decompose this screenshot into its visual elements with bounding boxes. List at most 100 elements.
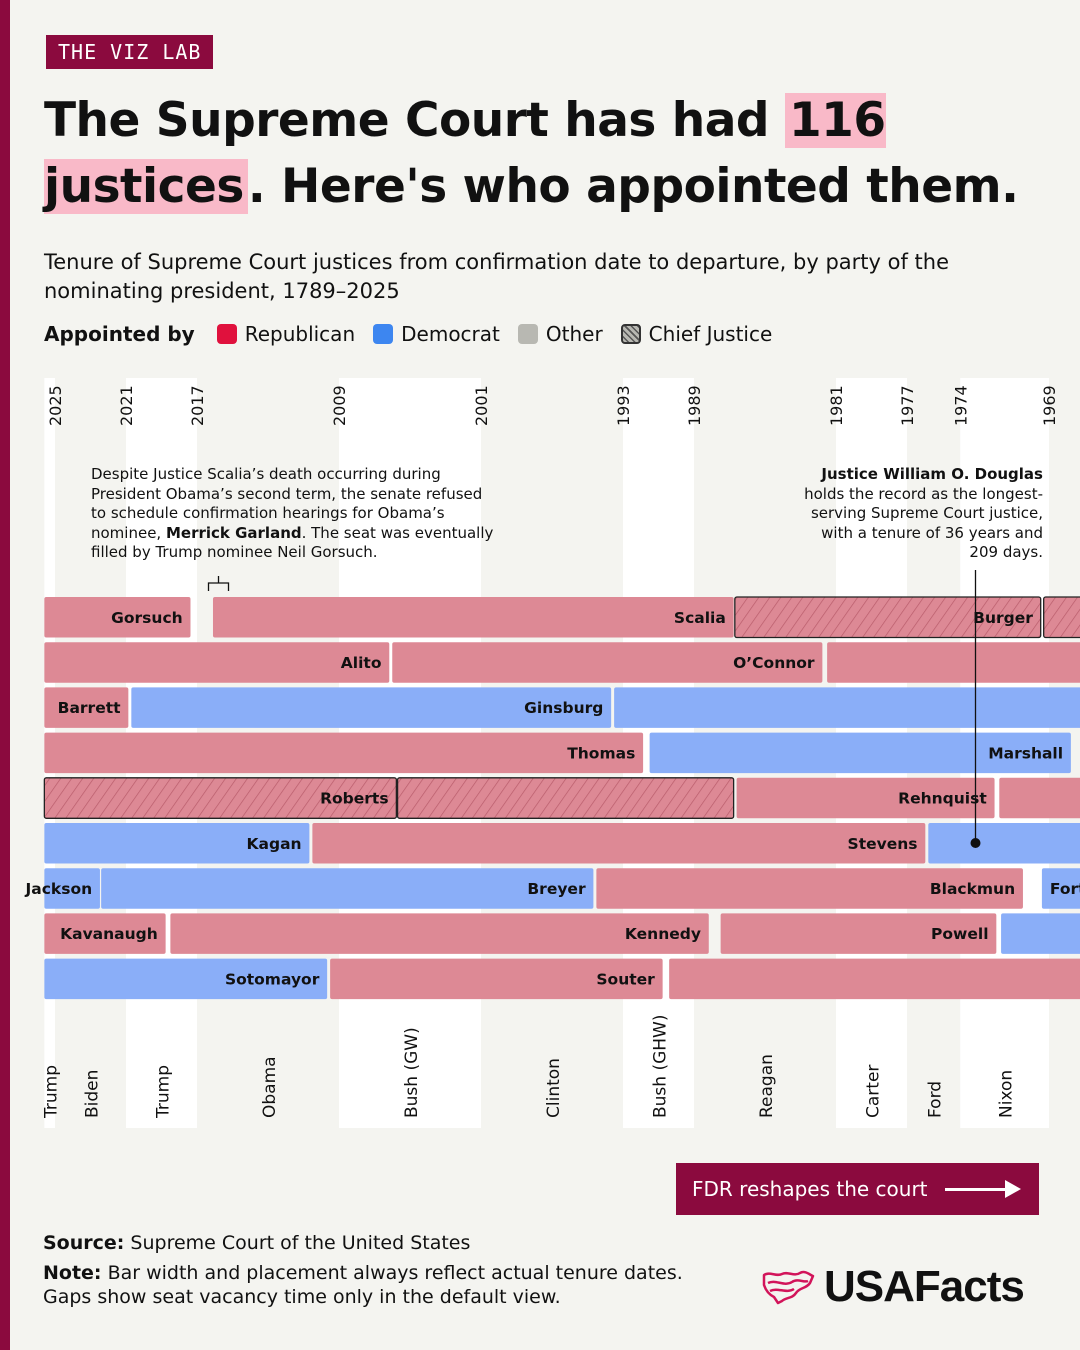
tenure-bar-unlabeled xyxy=(827,642,1080,683)
douglas-annotation: Justice William O. Douglas holds the rec… xyxy=(790,465,1043,563)
tenure-bar-unlabeled xyxy=(999,777,1080,819)
tenure-bar-sotomayor xyxy=(44,958,328,1000)
tenure-bar-scalia xyxy=(212,597,734,638)
tenure-bar-fortas xyxy=(1041,868,1080,909)
tenure-bar-unlabeled xyxy=(614,687,1080,728)
tenure-chart-svg: 2025 2021 2017 2009 2001 1993 1989 1981 1977 1974… xyxy=(25,378,1080,1128)
tenure-bar-o-connor xyxy=(392,642,823,683)
tenure-bar-souter xyxy=(330,958,663,1000)
year-tick-label: 2017 xyxy=(188,385,207,426)
legend-swatch-democrat xyxy=(373,324,394,344)
president-label-ford: Ford xyxy=(926,1081,946,1118)
justice-label-stevens: Stevens xyxy=(848,835,918,853)
justice-label-sotomayor: Sotomayor xyxy=(225,970,320,988)
tenure-bar-kagan xyxy=(44,823,310,864)
title-pre: The Supreme Court has had xyxy=(44,93,785,148)
tenure-bar-barrett xyxy=(44,687,129,728)
justice-label-kennedy: Kennedy xyxy=(625,925,701,943)
president-label-bush-gw: Bush (GW) xyxy=(402,1027,422,1118)
justice-label-kavanaugh: Kavanaugh xyxy=(60,925,158,943)
legend-label-republican: Republican xyxy=(244,322,356,346)
president-label-trump: Trump xyxy=(42,1065,62,1119)
douglas-annotation-text: holds the record as the longest-serving … xyxy=(804,484,1043,562)
year-tick-label: 2021 xyxy=(117,385,136,426)
tenure-bar-powell xyxy=(720,913,997,954)
note-line: Note: Bar width and placement always ref… xyxy=(43,1261,723,1309)
president-label-reagan: Reagan xyxy=(757,1054,777,1118)
source-text: Supreme Court of the United States xyxy=(124,1232,471,1254)
president-label-trump: Trump xyxy=(154,1065,174,1119)
note-text: Bar width and placement always reflect a… xyxy=(43,1262,683,1308)
usafacts-logo-icon xyxy=(762,1270,815,1305)
legend-label-democrat: Democrat xyxy=(401,322,500,346)
tenure-bar-blackmun xyxy=(596,868,1023,909)
justice-label-gorsuch: Gorsuch xyxy=(111,609,183,627)
justice-label-breyer: Breyer xyxy=(527,880,586,898)
justice-label-blackmun: Blackmun xyxy=(930,880,1015,898)
tenure-bar-breyer xyxy=(101,868,594,909)
logo-wordmark: USAFacts xyxy=(824,1262,1025,1311)
president-label-carter: Carter xyxy=(864,1065,884,1118)
justice-label-alito: Alito xyxy=(341,654,382,672)
justice-label-kagan: Kagan xyxy=(247,835,302,853)
legend-label-chief: Chief Justice xyxy=(648,322,773,346)
chart-subtitle: Tenure of Supreme Court justices from co… xyxy=(44,250,949,303)
year-tick-label: 2001 xyxy=(472,385,491,426)
year-tick-label: 2009 xyxy=(330,385,349,426)
tenure-bar-unlabeled xyxy=(1001,913,1080,954)
source-line: Source: Supreme Court of the United Stat… xyxy=(43,1230,470,1256)
legend: Appointed by Republican Democrat Other C… xyxy=(44,320,790,348)
legend-item-democrat: Democrat xyxy=(373,322,500,346)
next-slide-button[interactable]: FDR reshapes the court xyxy=(676,1163,1039,1215)
tenure-bar-gorsuch xyxy=(44,597,191,638)
scalia-annotation: Despite Justice Scalia’s death occurring… xyxy=(91,465,501,563)
president-label-nixon: Nixon xyxy=(997,1070,1017,1118)
tenure-bar-ginsburg xyxy=(131,687,612,728)
tenure-bar-kavanaugh xyxy=(44,913,166,954)
year-tick-label: 1981 xyxy=(827,385,846,426)
tenure-bar-thomas xyxy=(44,732,644,774)
tenure-bar-stevens xyxy=(312,823,926,864)
scalia-annotation-text-1: Despite Justice Scalia’s death occurring… xyxy=(91,465,483,542)
legend-item-other: Other xyxy=(517,322,603,346)
year-tick-label: 1989 xyxy=(685,385,704,426)
usafacts-logo: USAFacts xyxy=(760,1262,1025,1312)
year-tick-label: 2025 xyxy=(46,385,65,426)
tenure-bar-kennedy xyxy=(170,913,709,954)
legend-swatch-chief xyxy=(620,324,641,344)
accent-bar xyxy=(0,0,10,1350)
justice-label-thomas: Thomas xyxy=(567,744,635,762)
tenure-bar-marshall xyxy=(649,732,1071,774)
justice-label-fortas: Fortas xyxy=(1050,880,1080,898)
justice-label-ginsburg: Ginsburg xyxy=(524,699,603,717)
tenure-chart: 2025 2021 2017 2009 2001 1993 1989 1981 1977 1974… xyxy=(0,378,1080,1128)
year-tick-label: 1974 xyxy=(951,385,970,426)
year-tick-label: 1977 xyxy=(898,385,917,426)
president-label-biden: Biden xyxy=(83,1070,103,1118)
note-label: Note: xyxy=(43,1262,102,1284)
arrow-right-icon xyxy=(945,1179,1021,1199)
legend-title: Appointed by xyxy=(44,322,195,346)
legend-item-chief: Chief Justice xyxy=(620,322,773,346)
legend-swatch-republican xyxy=(216,324,237,344)
legend-swatch-other xyxy=(517,324,538,344)
tenure-bar-jackson xyxy=(44,868,100,909)
president-label-clinton: Clinton xyxy=(544,1058,564,1118)
tenure-bar-unlabeled xyxy=(396,777,735,819)
justice-label-burger: Burger xyxy=(973,609,1033,627)
legend-item-republican: Republican xyxy=(216,322,356,346)
president-label-bush-ghw: Bush (GHW) xyxy=(651,1014,671,1118)
next-slide-label: FDR reshapes the court xyxy=(692,1177,928,1201)
justice-label-marshall: Marshall xyxy=(988,744,1063,762)
president-label-obama: Obama xyxy=(260,1056,280,1118)
year-tick-label: 1993 xyxy=(614,385,633,426)
justice-label-rehnquist: Rehnquist xyxy=(898,790,987,808)
scalia-annotation-text-2: . The seat was eventually filled by Trum… xyxy=(91,523,494,562)
justice-label-o-connor: O’Connor xyxy=(733,654,815,672)
douglas-marker-dot xyxy=(970,838,981,848)
tenure-bar-rehnquist xyxy=(736,777,995,819)
title-post: . Here's who appointed them. xyxy=(247,159,1019,214)
scalia-vacancy-bracket xyxy=(207,576,230,591)
tenure-bar-alito xyxy=(44,642,390,683)
tenure-bar-roberts xyxy=(43,777,398,819)
